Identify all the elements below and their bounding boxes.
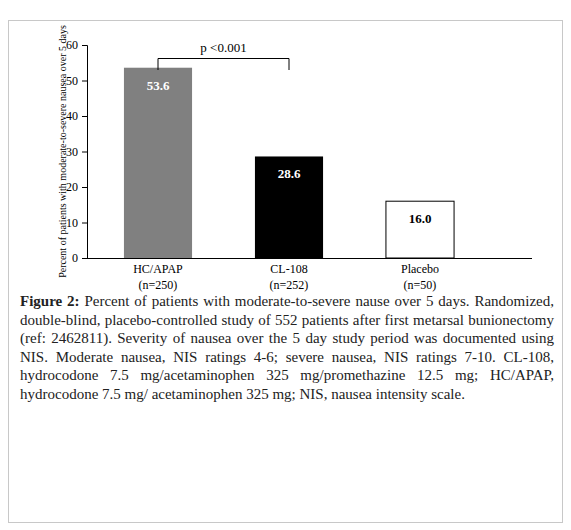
annotation: p <0.001 — [200, 40, 246, 55]
y-axis: 0 10 20 30 40 50 60 — [66, 38, 88, 265]
y-tick: 0 — [72, 251, 87, 265]
caption-label: Figure 2: — [20, 293, 80, 309]
y-tick-mark — [82, 258, 87, 259]
caption-text: Percent of patients with moderate-to-sev… — [20, 293, 554, 402]
x-axis-line — [87, 258, 532, 259]
data-label: 16.0 — [409, 211, 432, 226]
y-tick: 50 — [66, 74, 87, 88]
y-tick-label: 0 — [72, 251, 78, 265]
y-tick: 60 — [66, 38, 87, 52]
caption: Figure 2: Percent of patients with moder… — [20, 292, 554, 404]
bar — [255, 156, 323, 258]
x-axis: HC/APAP(n=250) CL-108(n=252) Placebo(n=50) — [133, 262, 439, 292]
y-axis-title: Percent of patients with moderate-to-sev… — [57, 25, 68, 278]
y-tick-mark — [82, 187, 87, 188]
bar — [386, 201, 454, 258]
figure-frame — [9, 21, 563, 523]
y-tick: 40 — [66, 109, 87, 123]
y-axis-line — [82, 46, 88, 259]
data-labels: 53.6 28.6 16.0 — [147, 78, 432, 226]
data-label: 28.6 — [278, 166, 301, 181]
y-tick-mark — [82, 81, 87, 82]
space — [80, 293, 85, 309]
x-tick-label: HC/APAP(n=250) — [133, 262, 183, 292]
y-tick: 10 — [66, 216, 87, 230]
bar — [124, 68, 192, 258]
y-tick: 20 — [66, 180, 87, 194]
bars — [124, 68, 454, 258]
y-tick: 30 — [66, 145, 87, 159]
y-tick-mark — [82, 223, 87, 224]
y-tick-mark — [82, 45, 87, 46]
x-tick-label: CL-108(n=252) — [270, 262, 309, 292]
significance-bracket — [158, 59, 289, 71]
y-tick-mark — [82, 116, 87, 117]
chart: 0102030405060Percent of patients with mo… — [0, 0, 571, 530]
data-label: 53.6 — [147, 78, 170, 93]
y-tick-mark — [82, 152, 87, 153]
x-tick-label: Placebo(n=50) — [401, 262, 439, 292]
